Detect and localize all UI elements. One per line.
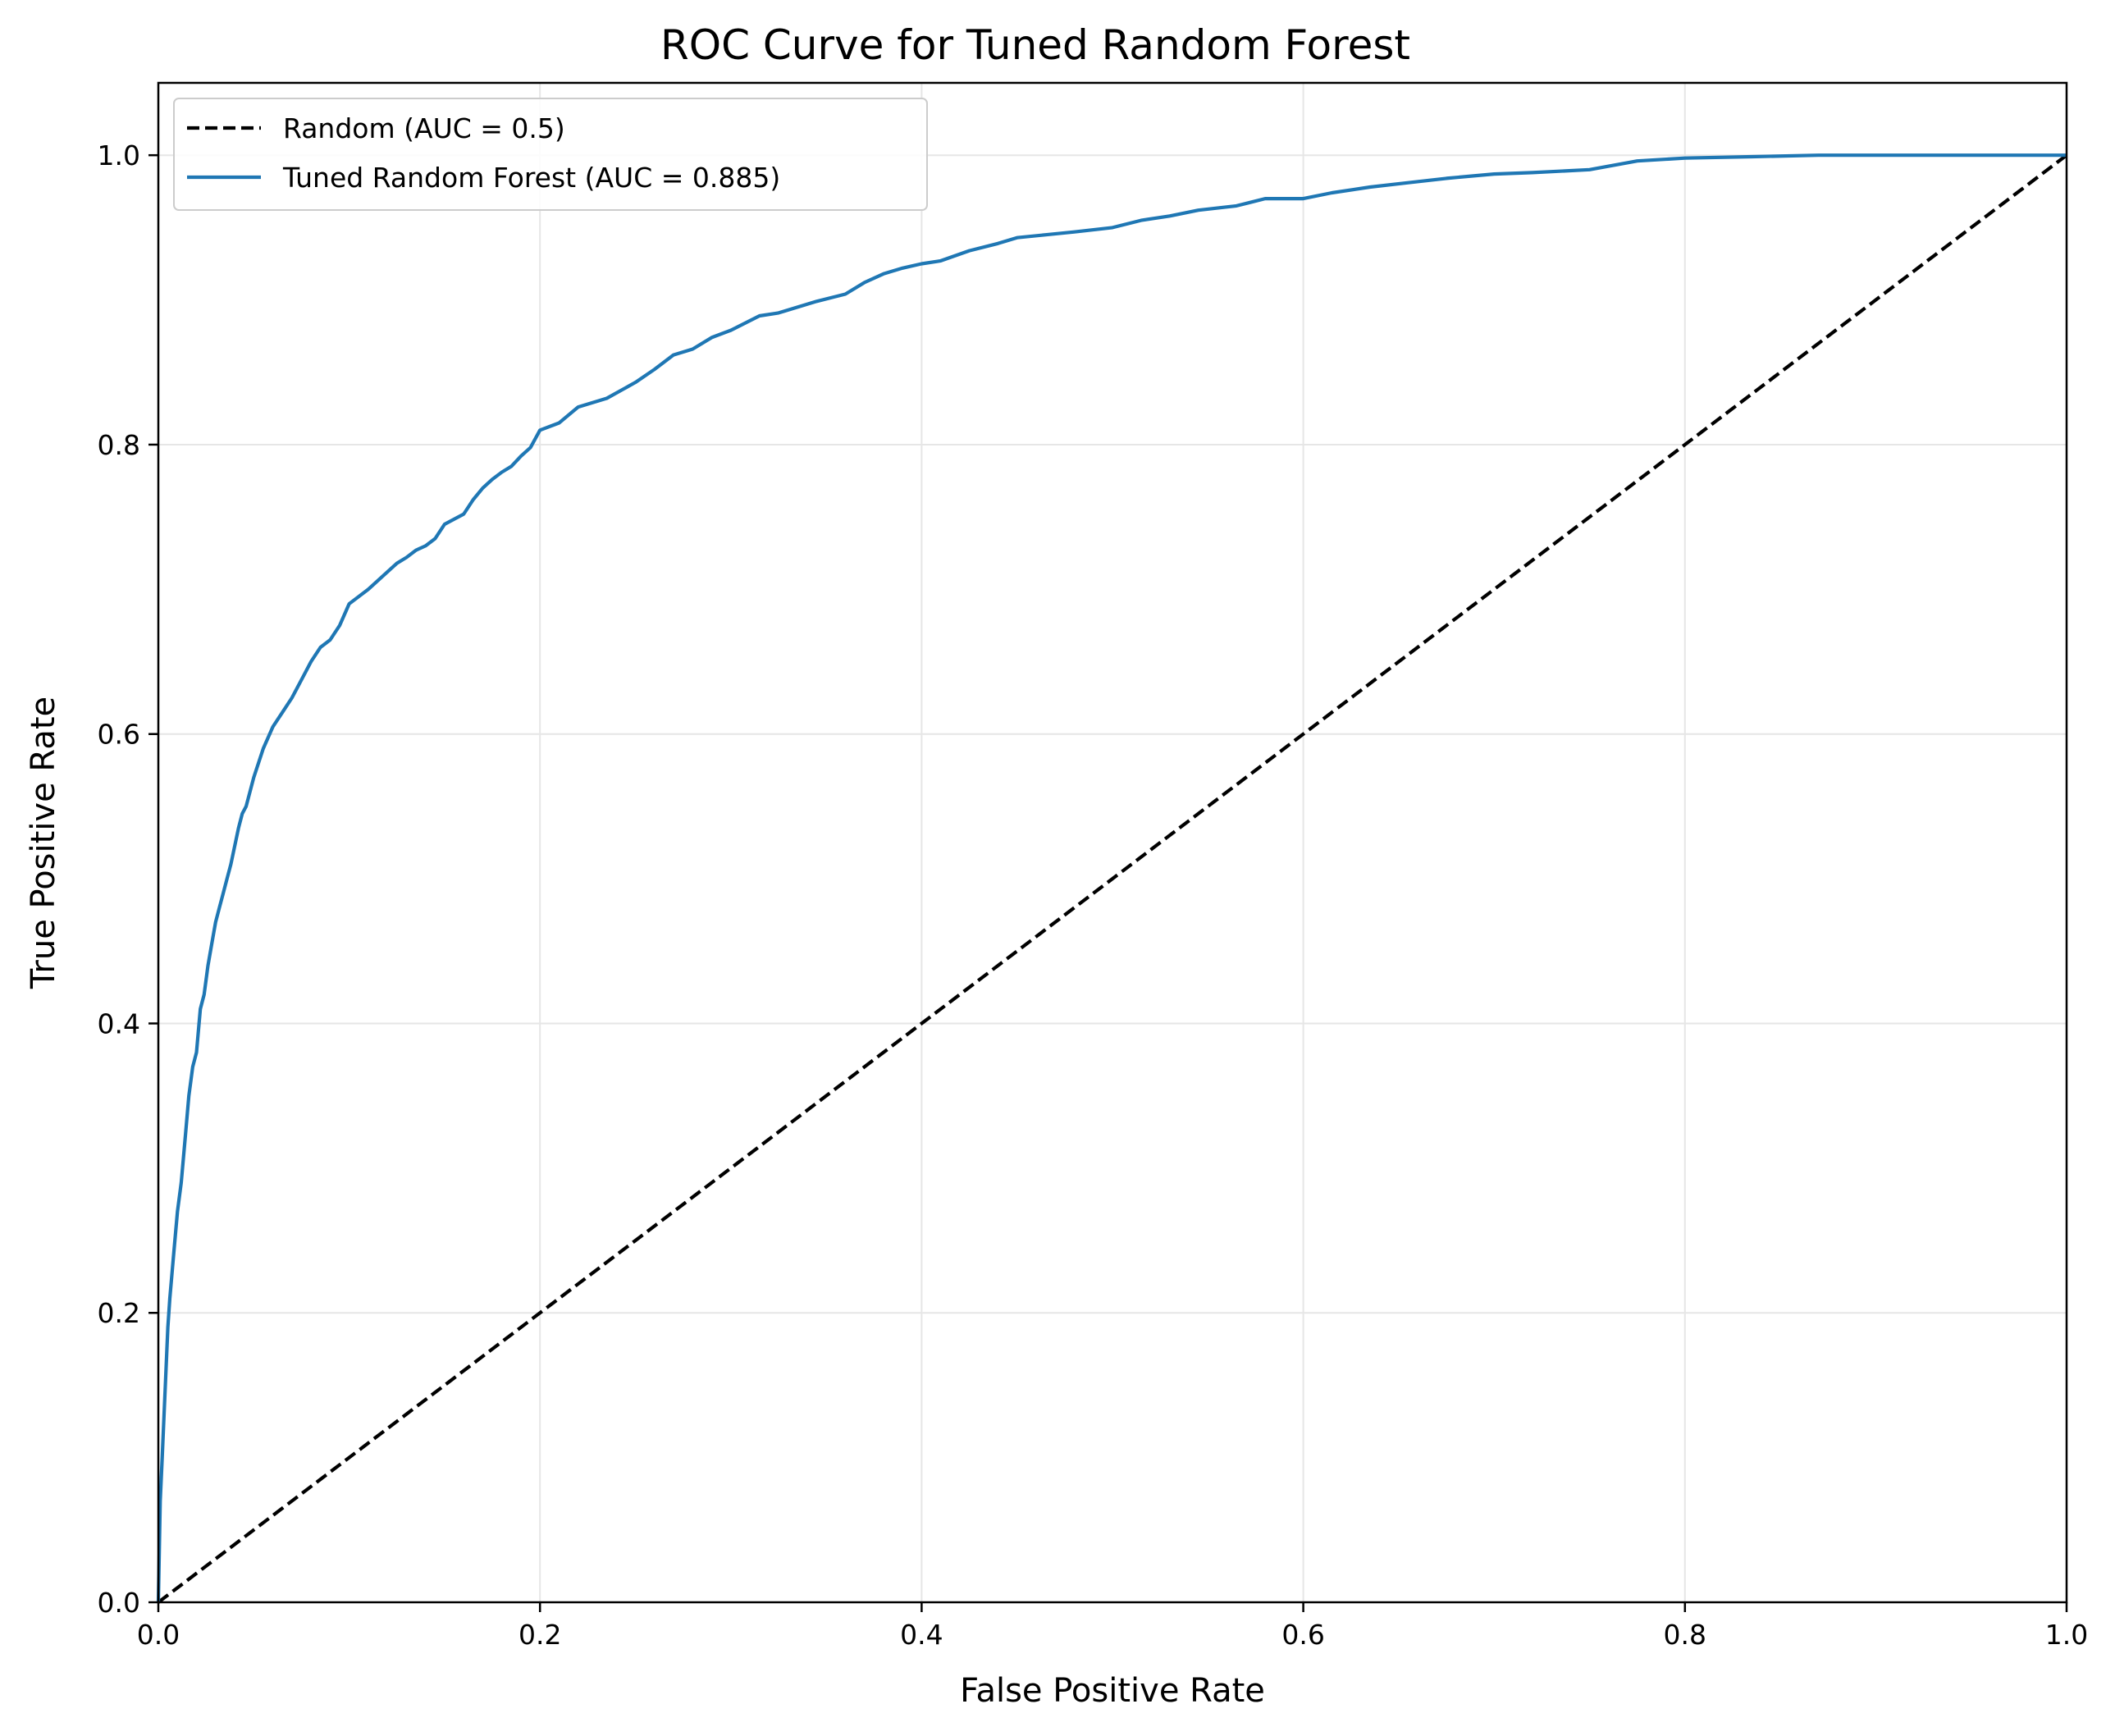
y-tick-label: 0.4 [98,1007,140,1039]
x-tick-label: 0.4 [900,1619,943,1651]
legend: Random (AUC = 0.5) Tuned Random Forest (A… [174,98,927,210]
y-tick-label: 0.8 [98,429,140,461]
chart-title: ROC Curve for Tuned Random Forest [660,21,1410,69]
y-tick-label: 0.2 [98,1297,140,1329]
x-tick-label: 0.2 [518,1619,561,1651]
x-tick-label: 0.0 [137,1619,180,1651]
x-tick-label: 1.0 [2045,1619,2088,1651]
y-tick-label: 0.0 [98,1587,140,1619]
x-tick-label: 0.6 [1281,1619,1324,1651]
x-axis-label: False Positive Rate [960,1672,1265,1710]
y-axis-label: True Positive Rate [25,697,62,989]
legend-label: Random (AUC = 0.5) [283,112,565,144]
y-tick-label: 0.6 [98,719,140,751]
y-tick-label: 1.0 [98,139,140,171]
x-tick-label: 0.8 [1664,1619,1706,1651]
legend-label: Tuned Random Forest (AUC = 0.885) [282,162,780,194]
